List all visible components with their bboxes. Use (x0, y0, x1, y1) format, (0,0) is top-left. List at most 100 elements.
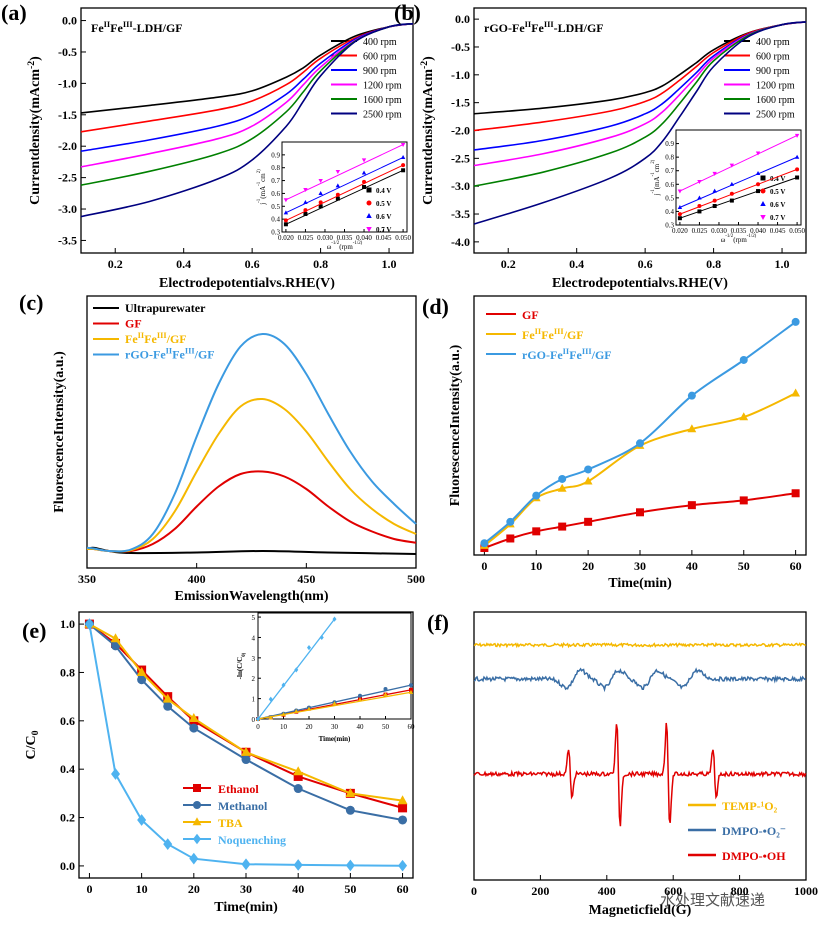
watermark: 水处理文献速递 (660, 891, 765, 909)
data-point (137, 675, 147, 685)
data-point (345, 787, 356, 797)
inset-point (307, 645, 311, 651)
inset-point (401, 168, 406, 173)
x-axis-label: Time(min) (608, 576, 672, 591)
y-tick-label: -1.0 (451, 68, 470, 82)
x-tick-label: 800 (731, 884, 749, 898)
data-point (532, 491, 541, 500)
inset-point (677, 189, 683, 194)
inset-point (677, 212, 682, 217)
inset-point (303, 208, 308, 213)
x-axis-label: Electrodepotentialvs.RHE(V) (552, 276, 728, 291)
inset-y-label: j-1(mA-1cm2) (257, 169, 267, 206)
y-tick-label: -3.0 (58, 202, 77, 216)
x-tick-label: 60 (397, 882, 409, 896)
legend-label: DMPO-•OH (722, 849, 786, 863)
data-point (636, 508, 644, 517)
x-axis-label: Electrodepotentialvs.RHE(V) (159, 276, 335, 291)
data-point (293, 859, 303, 871)
y-tick-label: -2.5 (451, 151, 470, 165)
inset-point (335, 169, 341, 174)
x-tick-label: 0.2 (501, 257, 516, 271)
data-point (584, 465, 593, 474)
inset-y-tick-label: 4 (252, 634, 256, 642)
legend-label: 2500 rpm (756, 110, 795, 121)
inset-legend-marker (366, 200, 372, 206)
inset-x-tick-label: 0.050 (395, 234, 411, 242)
legend-label: DMPO-•O₂⁻ (722, 824, 786, 838)
inset-point (294, 709, 299, 714)
inset-x-label: ω-1/2(rpm-1/2) (327, 241, 363, 251)
inset-y-tick-label: 0.8 (665, 154, 674, 162)
data-point (739, 355, 748, 364)
inset-point (283, 198, 289, 203)
legend-label: TBA (218, 816, 243, 830)
panel-c: 350 400 450 500 (c) EmissionWavelength(nm) Flu… (19, 290, 425, 604)
data-point (687, 501, 696, 510)
data-point (110, 633, 121, 643)
panel-a: 0.2 0.4 0.6 0.8 1.0 0.0 -0.5 -1.0 -1.5 -2.0 -2.5 -3… (1, 0, 414, 291)
inset-point (401, 163, 406, 168)
x-tick-label: 50 (344, 882, 356, 896)
legend-label: GF (125, 317, 142, 331)
legend-label: 1600 rpm (756, 95, 795, 106)
inset-y-tick-label: 0.9 (665, 140, 674, 148)
data-point (739, 412, 749, 421)
legend-label: 1600 rpm (363, 95, 402, 106)
inset-y-tick-label: 0.6 (665, 181, 674, 189)
legend-label: 600 rpm (363, 52, 397, 63)
inset-point (281, 682, 286, 688)
data-point (163, 838, 173, 850)
legend-label: rGO-FeIIFeIII/GF (522, 347, 612, 362)
y-tick-label: -0.5 (451, 40, 470, 54)
y-tick-label: 0.0 (60, 859, 75, 873)
inset-legend-label: 0.7 V (376, 226, 391, 234)
y-axis-label: FluorescenceIntensity(a.u.) (448, 344, 463, 506)
inset-y-tick-label: 0.6 (271, 190, 280, 198)
y-tick-label: -0.5 (58, 45, 77, 59)
epr-spectrum (473, 667, 807, 693)
data-point (739, 496, 748, 505)
inset-y-tick-label: 0.7 (665, 167, 674, 175)
legend-label: 400 rpm (363, 37, 397, 48)
inset-point (268, 715, 273, 720)
inset-legend-marker (760, 215, 766, 220)
y-tick-label: -2.0 (58, 139, 77, 153)
chart-title: rGO-FeIIFeIII-LDH/GF (484, 20, 604, 35)
inset-point (755, 151, 761, 156)
data-point (293, 784, 303, 794)
inset-point (677, 204, 683, 209)
inset-frame (675, 129, 802, 226)
inset-point (729, 163, 735, 168)
legend-label: TEMP-¹O₂ (722, 799, 778, 813)
y-tick-label: 0.0 (455, 12, 470, 26)
data-point (558, 474, 567, 483)
data-point (636, 439, 644, 448)
inset-point (697, 195, 702, 200)
inset-y-label: j-1(mA-1cm2) (651, 159, 661, 196)
inset-point (409, 683, 413, 688)
data-point (791, 317, 800, 326)
inset-y-tick-label: 0.4 (665, 208, 674, 216)
x-tick-label: 0 (471, 884, 477, 898)
data-point (241, 858, 251, 871)
inset-x-tick-label: 20 (306, 723, 314, 731)
y-tick-label: -2.0 (451, 124, 470, 138)
y-tick-label: -1.0 (58, 76, 77, 90)
data-point (137, 814, 147, 826)
inset-y-tick-label: 5 (252, 614, 256, 622)
inset-y-tick-label: 0 (252, 716, 256, 724)
data-point (687, 424, 697, 433)
legend-label: Ultrapurewater (125, 301, 206, 315)
inset-x-tick-label: 0.045 (770, 227, 786, 235)
inset-legend-label: 0.6 V (376, 213, 391, 221)
x-tick-label: 0.8 (706, 257, 721, 271)
legend-label: FeIIFeIII/GF (522, 327, 584, 342)
x-tick-label: 1.0 (775, 257, 790, 271)
legend-label: 1200 rpm (363, 81, 402, 92)
series-line (80, 22, 414, 218)
inset-kl-plot: 0.020 0.025 0.030 0.035 0.040 0.045 0.050 0.3 0.… (651, 129, 805, 244)
inset-x-tick-label: 0.035 (337, 234, 353, 242)
panel-label: (d) (422, 294, 449, 319)
inset-point (361, 170, 367, 175)
